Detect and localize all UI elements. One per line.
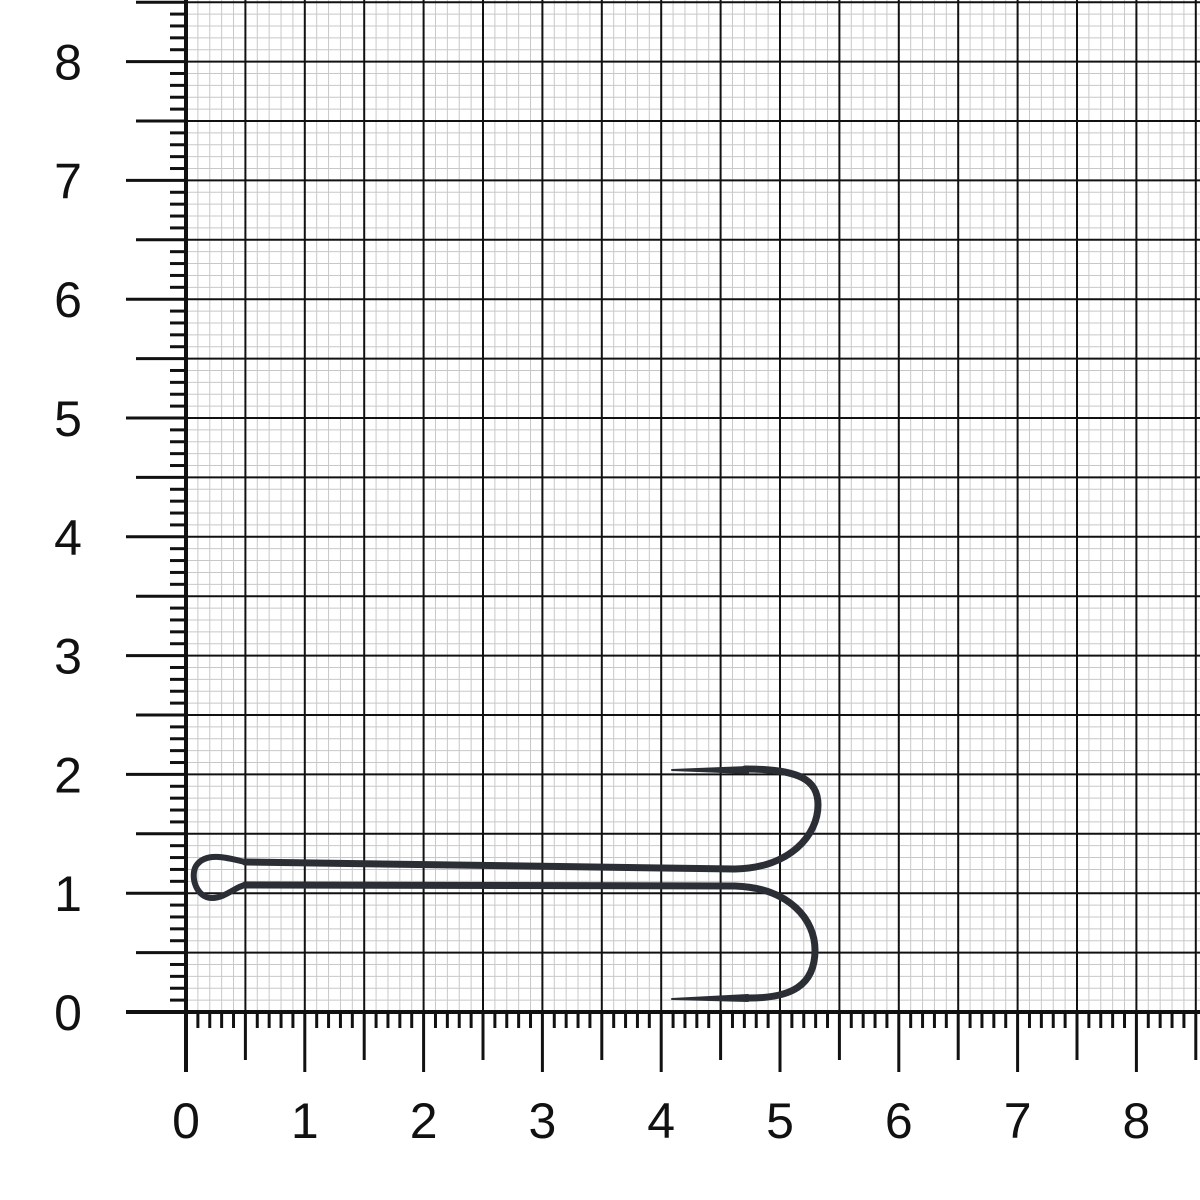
x-tick-label: 1 — [291, 1093, 319, 1149]
upper-hook-shank-bend — [241, 765, 822, 873]
x-tick-label: 0 — [172, 1093, 200, 1149]
y-tick-label: 3 — [54, 629, 82, 685]
y-tick-label: 7 — [54, 153, 82, 209]
lower-hook-point — [671, 994, 749, 1002]
x-tick-label: 3 — [528, 1093, 556, 1149]
y-tick-label: 0 — [54, 985, 82, 1041]
upper-hook-point — [671, 766, 749, 774]
y-tick-label: 1 — [54, 866, 82, 922]
x-tick-label: 4 — [647, 1093, 675, 1149]
hook-eye — [190, 853, 248, 901]
y-tick-label: 6 — [54, 272, 82, 328]
x-tick-label: 2 — [410, 1093, 438, 1149]
x-tick-label: 5 — [766, 1093, 794, 1149]
x-tick-label: 8 — [1122, 1093, 1150, 1149]
y-tick-label: 5 — [54, 391, 82, 447]
x-tick-label: 7 — [1004, 1093, 1032, 1149]
y-tick-label: 4 — [54, 510, 82, 566]
x-tick-label: 6 — [885, 1093, 913, 1149]
lower-hook-shank-bend — [241, 881, 819, 1002]
y-tick-label: 8 — [54, 35, 82, 91]
y-tick-label: 2 — [54, 747, 82, 803]
